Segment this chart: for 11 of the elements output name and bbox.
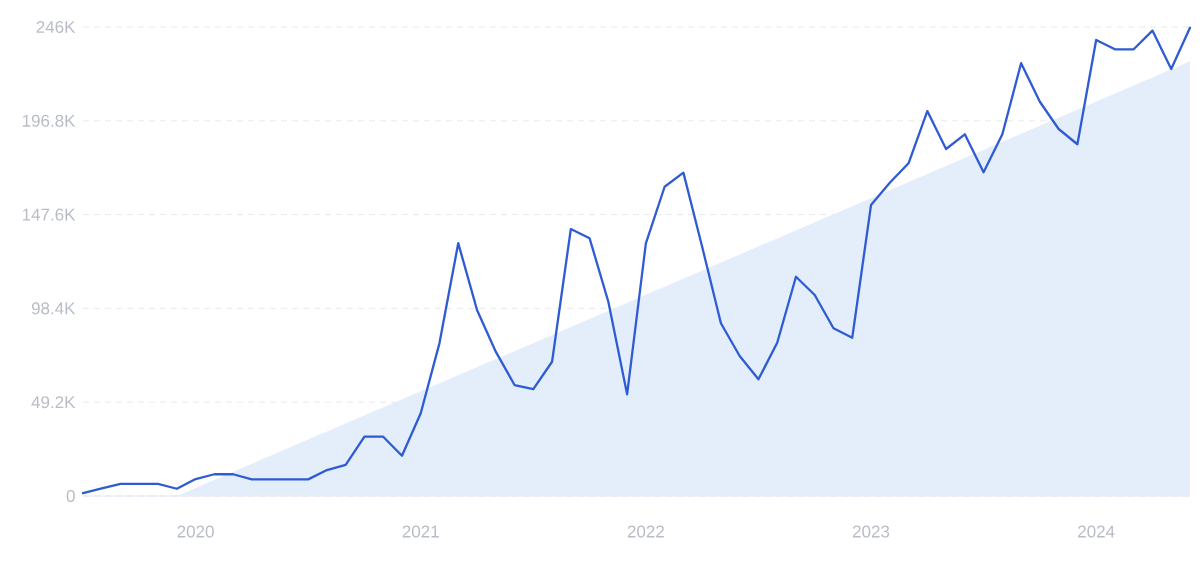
y-tick-label: 98.4K <box>31 302 76 315</box>
y-tick-label: 246K <box>36 20 76 34</box>
x-tick-label: 2022 <box>627 525 664 538</box>
x-tick-label: 2023 <box>852 525 890 538</box>
y-tick-label: 49.2K <box>31 396 76 409</box>
x-tick-label: 2020 <box>177 525 214 538</box>
x-tick-label: 2021 <box>402 525 439 538</box>
y-tick-label: 196.8K <box>22 114 76 127</box>
y-tick-label: 0 <box>66 489 75 503</box>
y-tick-label: 147.6K <box>22 208 76 221</box>
x-tick-label: 2024 <box>1078 525 1115 538</box>
